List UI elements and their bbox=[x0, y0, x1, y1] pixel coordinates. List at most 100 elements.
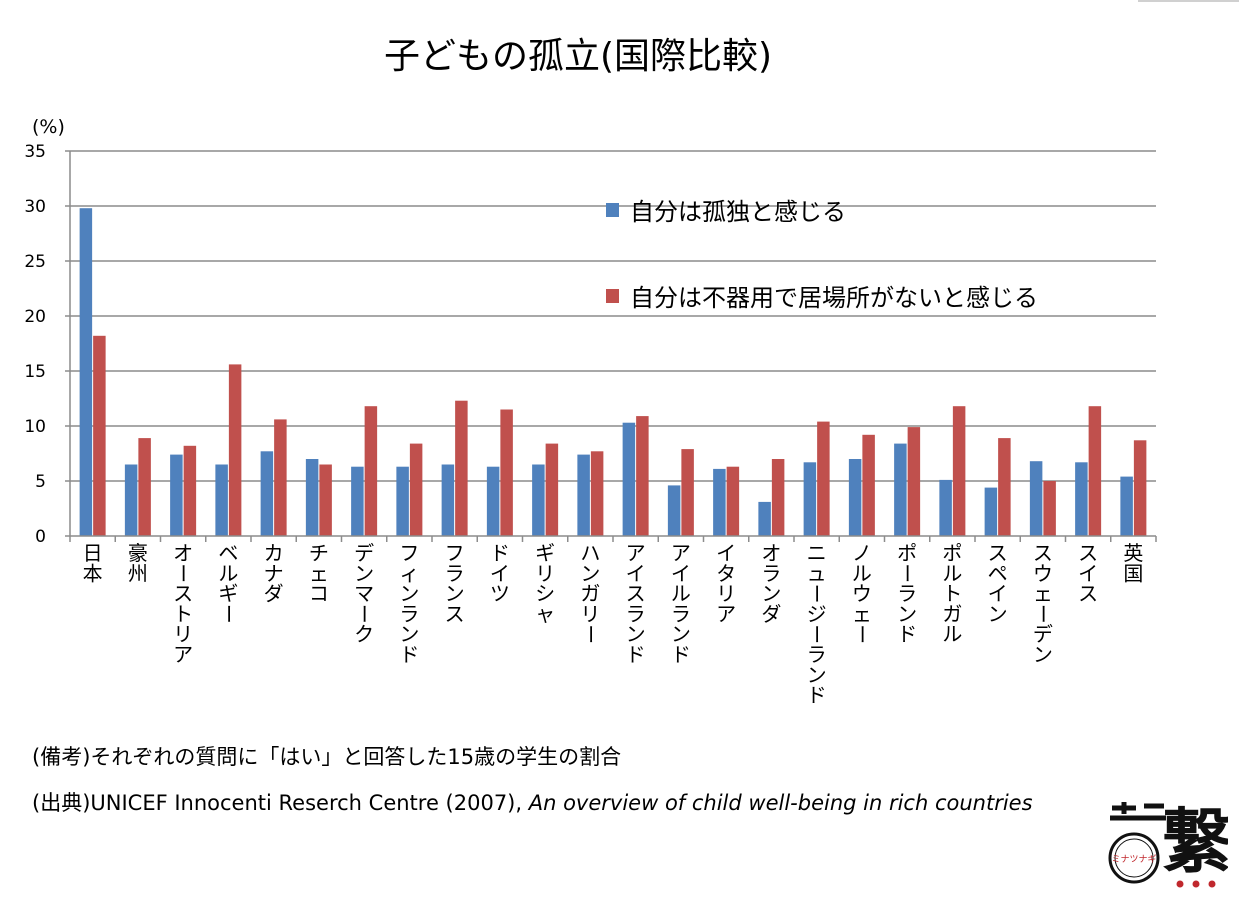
category-char: ス bbox=[445, 602, 465, 626]
category-char: タ bbox=[716, 561, 736, 585]
y-tick-label: 35 bbox=[24, 142, 46, 162]
category-char: ラ bbox=[807, 643, 827, 667]
category-char: 州 bbox=[128, 561, 148, 585]
category-char: ン bbox=[626, 622, 646, 646]
bar-lonely bbox=[1120, 476, 1133, 536]
bar-awkward bbox=[726, 466, 740, 536]
bar-awkward bbox=[862, 434, 875, 536]
bar-awkward bbox=[1088, 406, 1102, 536]
category-label: 日本 bbox=[83, 541, 103, 585]
category-char: ェ bbox=[309, 561, 329, 585]
corner-divider bbox=[1138, 0, 1239, 2]
category-char: ン bbox=[399, 622, 419, 646]
category-char: ダ bbox=[264, 582, 284, 606]
category-char: ア bbox=[173, 643, 193, 667]
bar-awkward bbox=[455, 400, 468, 536]
bar-awkward bbox=[409, 443, 423, 536]
category-char: ド bbox=[807, 683, 827, 707]
bar-awkward bbox=[138, 438, 151, 536]
category-char: ス bbox=[626, 582, 646, 606]
category-char: ア bbox=[671, 541, 691, 565]
bar-awkward bbox=[183, 445, 197, 536]
category-char: イ bbox=[626, 561, 646, 585]
category-char: ン bbox=[897, 602, 917, 626]
category-char: ン bbox=[807, 663, 827, 687]
category-char: ェ bbox=[1033, 582, 1053, 606]
bar-awkward bbox=[952, 406, 966, 536]
chart-title: 子どもの孤立(国際比較) bbox=[384, 36, 772, 77]
category-char: ポ bbox=[942, 541, 962, 565]
logo-main-glyph: 繋 bbox=[1162, 801, 1228, 883]
category-char: ド bbox=[399, 643, 419, 667]
y-tick-label: 25 bbox=[24, 252, 46, 272]
category-char: オ bbox=[761, 541, 781, 565]
category-char: 日 bbox=[83, 541, 103, 565]
y-tick-label: 0 bbox=[35, 527, 46, 547]
category-char: ガ bbox=[942, 602, 962, 626]
bar-awkward bbox=[681, 449, 694, 536]
bar-awkward bbox=[228, 364, 242, 536]
category-char: ド bbox=[490, 541, 510, 565]
bar-awkward bbox=[274, 419, 287, 536]
bar-awkward bbox=[1043, 481, 1056, 536]
y-tick-label: 30 bbox=[24, 197, 46, 217]
category-label: 英国 bbox=[1123, 541, 1143, 585]
category-char: ス bbox=[1078, 582, 1098, 606]
category-char: 国 bbox=[1123, 561, 1143, 585]
category-char: ラ bbox=[897, 582, 917, 606]
category-char: ル bbox=[671, 582, 691, 606]
bar-lonely bbox=[260, 451, 274, 536]
bar-lonely bbox=[758, 501, 771, 536]
axes bbox=[69, 151, 1157, 542]
category-char: ラ bbox=[761, 561, 781, 585]
category-char: ル bbox=[942, 622, 962, 646]
category-char: ツ bbox=[490, 582, 510, 606]
category-char: ー bbox=[895, 563, 919, 583]
category-char: ー bbox=[171, 563, 195, 583]
category-char: イ bbox=[671, 561, 691, 585]
category-char: ン bbox=[399, 582, 419, 606]
bar-lonely bbox=[351, 466, 364, 536]
category-char: リ bbox=[173, 622, 193, 646]
category-char: ラ bbox=[445, 561, 465, 585]
category-char: チ bbox=[309, 541, 329, 565]
category-char: イ bbox=[988, 582, 1008, 606]
bar-awkward bbox=[364, 406, 378, 536]
category-char: ギ bbox=[218, 582, 238, 606]
legend-swatch bbox=[606, 289, 619, 303]
category-char: ル bbox=[942, 561, 962, 585]
bar-lonely bbox=[486, 466, 500, 536]
category-char: ェ bbox=[852, 602, 872, 626]
category-label: 豪州 bbox=[128, 541, 148, 585]
bar-lonely bbox=[215, 464, 228, 536]
category-char: フ bbox=[445, 541, 465, 565]
category-char: リ bbox=[716, 582, 736, 606]
bar-lonely bbox=[894, 443, 907, 536]
category-char: ク bbox=[354, 622, 374, 646]
bar-awkward bbox=[545, 443, 559, 536]
category-char: ウ bbox=[852, 582, 872, 606]
category-char: ー bbox=[352, 604, 376, 624]
bar-lonely bbox=[396, 466, 409, 536]
bar-lonely bbox=[124, 464, 138, 536]
category-char: ニ bbox=[807, 541, 827, 565]
category-char: ナ bbox=[264, 561, 284, 585]
category-char: カ bbox=[264, 541, 284, 565]
bar-lonely bbox=[577, 454, 590, 536]
legend-label: 自分は孤独と感じる bbox=[630, 198, 846, 226]
category-label: チェコ bbox=[309, 541, 329, 606]
category-char: ー bbox=[805, 624, 829, 644]
category-char: ィ bbox=[399, 561, 419, 585]
category-char: ル bbox=[218, 561, 238, 585]
bar-lonely bbox=[305, 459, 319, 536]
